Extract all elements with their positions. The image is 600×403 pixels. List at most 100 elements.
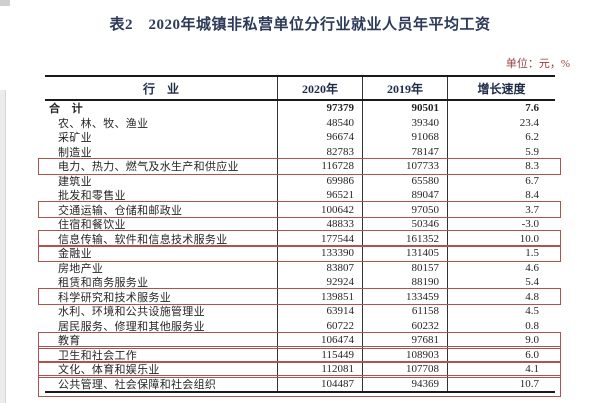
industry-name: 文化、体育和娱乐业 xyxy=(45,362,278,377)
industry-name: 电力、热力、燃气及水生产和供应业 xyxy=(45,159,278,174)
growth-rate: 5.9 xyxy=(525,145,539,158)
value-2020: 139851 xyxy=(278,289,363,304)
value-2019: 108903 xyxy=(363,347,448,362)
value-2019: 133459 xyxy=(363,289,448,304)
table-row: 电力、热力、燃气及水生产和供应业 116728 107733 8.3 xyxy=(38,157,561,175)
growth-rate: 9.0 xyxy=(525,334,539,347)
growth-rate: 10.7 xyxy=(519,377,539,390)
value-2019: 91068 xyxy=(363,130,448,145)
value-2019: 107733 xyxy=(363,159,448,174)
industry-name: 金融业 xyxy=(45,246,278,261)
value-2020: 97379 xyxy=(278,101,363,116)
table-row: 批发和零售业 96521 89047 8.4 xyxy=(45,188,555,203)
industry-name: 科学研究和技术服务业 xyxy=(45,289,278,304)
industry-name: 公共管理、社会保障和社会组织 xyxy=(45,376,278,391)
table-row: 交通运输、仓储和邮政业 100642 97050 3.7 xyxy=(38,201,561,218)
growth-rate: 10.0 xyxy=(519,232,539,245)
table-title: 表2 2020年城镇非私营单位分行业就业人员年平均工资 xyxy=(109,17,491,33)
table-body: 合 计 97379 90501 7.6 农、林、牧、渔业 48540 39340 23.4 采矿… xyxy=(38,101,561,397)
value-2020: 100642 xyxy=(278,202,363,217)
wage-table: 行 业 2020年 2019年 增长速度 合 计 97379 90501 7.6 农、林… xyxy=(38,75,561,397)
table-row: 农、林、牧、渔业 48540 39340 23.4 xyxy=(45,115,555,130)
growth-rate: 6.0 xyxy=(525,348,539,361)
industry-name: 住宿和餐饮业 xyxy=(45,217,278,232)
industry-name: 制造业 xyxy=(45,144,278,159)
table-row: 采矿业 96674 91068 6.2 xyxy=(45,130,555,145)
value-2019: 60232 xyxy=(363,318,448,333)
industry-name: 教育 xyxy=(45,333,278,348)
table-row: 科学研究和技术服务业 139851 133459 4.8 xyxy=(38,288,561,305)
value-2020: 112081 xyxy=(278,362,363,377)
table-row: 制造业 82783 78147 5.9 xyxy=(45,144,555,159)
table-row: 租赁和商务服务业 92924 88190 5.4 xyxy=(45,275,555,290)
industry-name: 建筑业 xyxy=(45,173,278,188)
table-row: 卫生和社会工作 115449 108903 6.0 xyxy=(38,346,561,363)
value-2019: 97681 xyxy=(363,333,448,348)
growth-rate: 8.4 xyxy=(525,189,539,202)
value-2019: 89047 xyxy=(363,188,448,203)
column-header-industry: 行 业 xyxy=(45,77,278,99)
growth-rate: 1.5 xyxy=(525,247,539,260)
table-row: 文化、体育和娱乐业 112081 107708 4.1 xyxy=(38,360,561,378)
value-2020: 83807 xyxy=(278,260,363,275)
column-header-growth: 增长速度 xyxy=(477,81,526,96)
industry-name: 居民服务、修理和其他服务业 xyxy=(45,318,278,333)
table-header-row: 行 业 2020年 2019年 增长速度 xyxy=(45,77,555,101)
value-2020: 116728 xyxy=(278,159,363,174)
value-2019: 94369 xyxy=(363,376,448,391)
value-2020: 104487 xyxy=(278,376,363,391)
table-row: 金融业 133390 131405 1.5 xyxy=(38,244,561,262)
table-row: 住宿和餐饮业 48833 50346 -3.0 xyxy=(45,217,555,232)
table-row: 房地产业 83807 80157 4.6 xyxy=(45,260,555,275)
table-row: 信息传输、软件和信息技术服务业 177544 161352 10.0 xyxy=(38,230,561,247)
industry-name: 采矿业 xyxy=(45,130,278,145)
growth-rate: 4.1 xyxy=(525,363,539,376)
growth-rate: 5.4 xyxy=(525,276,539,289)
industry-name: 农、林、牧、渔业 xyxy=(45,115,278,130)
value-2019: 50346 xyxy=(363,217,448,232)
industry-name: 卫生和社会工作 xyxy=(45,347,278,362)
value-2020: 92924 xyxy=(278,275,363,290)
table-row: 公共管理、社会保障和社会组织 104487 94369 10.7 xyxy=(38,375,561,397)
value-2020: 177544 xyxy=(278,231,363,246)
column-header-2019: 2019年 xyxy=(363,77,448,99)
value-2020: 133390 xyxy=(278,246,363,261)
value-2019: 39340 xyxy=(363,115,448,130)
value-2019: 80157 xyxy=(363,260,448,275)
value-2020: 48833 xyxy=(278,217,363,232)
unit-note: 单位：元，% xyxy=(505,58,570,70)
industry-name: 房地产业 xyxy=(45,260,278,275)
growth-rate: 4.8 xyxy=(525,290,539,303)
table-row: 合 计 97379 90501 7.6 xyxy=(45,101,555,116)
industry-name: 交通运输、仓储和邮政业 xyxy=(45,202,278,217)
value-2020: 106474 xyxy=(278,333,363,348)
industry-name: 信息传输、软件和信息技术服务业 xyxy=(45,231,278,246)
table-row: 建筑业 69986 65580 6.7 xyxy=(45,173,555,188)
industry-name: 租赁和商务服务业 xyxy=(45,275,278,290)
growth-rate: 7.6 xyxy=(525,102,539,115)
value-2019: 61158 xyxy=(363,304,448,319)
value-2020: 82783 xyxy=(278,144,363,159)
value-2020: 60722 xyxy=(278,318,363,333)
value-2020: 96521 xyxy=(278,188,363,203)
page-edge-strip xyxy=(0,90,6,403)
industry-name: 合 计 xyxy=(45,101,278,116)
growth-rate: 23.4 xyxy=(519,116,539,129)
growth-rate: 8.3 xyxy=(525,160,539,173)
value-2019: 90501 xyxy=(363,101,448,116)
value-2019: 78147 xyxy=(363,144,448,159)
table-row: 教育 106474 97681 9.0 xyxy=(38,331,561,349)
page-corner-mark xyxy=(0,0,10,6)
growth-rate: -3.0 xyxy=(521,218,539,231)
value-2020: 48540 xyxy=(278,115,363,130)
industry-name: 水利、环境和公共设施管理业 xyxy=(45,304,278,319)
industry-name: 批发和零售业 xyxy=(45,188,278,203)
growth-rate: 0.8 xyxy=(525,319,539,332)
value-2019: 131405 xyxy=(363,246,448,261)
value-2019: 88190 xyxy=(363,275,448,290)
value-2020: 115449 xyxy=(278,347,363,362)
growth-rate: 4.6 xyxy=(525,261,539,274)
value-2020: 96674 xyxy=(278,130,363,145)
growth-rate: 6.7 xyxy=(525,174,539,187)
